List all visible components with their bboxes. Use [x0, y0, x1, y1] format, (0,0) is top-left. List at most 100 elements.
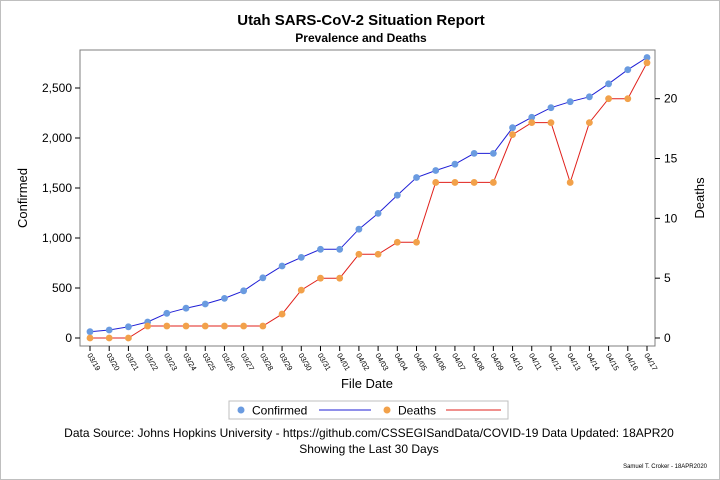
right-axis-ticks: 0 5 10 15 20	[655, 92, 678, 345]
point-confirmed-16	[393, 191, 401, 199]
point-confirmed-4	[163, 309, 171, 317]
x-tick-label-10: 03/29	[277, 352, 294, 373]
point-deaths-6	[201, 322, 209, 330]
x-tick-label-28: 04/16	[623, 352, 640, 373]
point-confirmed-0	[86, 328, 94, 336]
x-tick-label-4: 03/23	[162, 352, 179, 373]
point-confirmed-29	[643, 54, 651, 61]
point-deaths-23	[528, 119, 536, 127]
point-confirmed-17	[413, 174, 420, 181]
x-tick-label-25: 04/13	[565, 352, 582, 373]
point-confirmed-7	[221, 295, 228, 302]
legend-deaths-marker	[383, 406, 391, 414]
series-line-confirmed	[89, 57, 648, 333]
y-left-tick-label-1: 500	[52, 281, 72, 295]
point-confirmed-25	[566, 98, 574, 106]
point-deaths-4	[163, 322, 171, 330]
x-tick-label-14: 04/02	[354, 352, 371, 373]
point-deaths-24	[547, 119, 555, 127]
point-deaths-11	[297, 286, 305, 294]
x-tick-label-13: 04/01	[335, 352, 352, 373]
x-tick-label-22: 04/10	[508, 352, 525, 373]
series-points	[86, 54, 651, 342]
point-confirmed-23	[528, 113, 536, 121]
x-tick-label-19: 04/07	[450, 352, 467, 373]
point-deaths-25	[566, 179, 574, 186]
point-confirmed-14	[355, 225, 363, 233]
y-left-tick-label-3: 1,500	[42, 181, 72, 195]
point-confirmed-1	[105, 326, 113, 334]
point-confirmed-6	[201, 300, 209, 308]
left-axis-ticks: 0 500 1,000 1,500 2,000 2,500	[42, 81, 80, 345]
point-confirmed-5	[182, 304, 190, 312]
point-deaths-7	[221, 322, 228, 330]
y-right-tick-label-4: 20	[664, 92, 678, 106]
y-left-tick-label-0: 0	[65, 331, 72, 345]
point-confirmed-28	[624, 66, 632, 74]
point-deaths-2	[125, 334, 132, 342]
point-deaths-0	[86, 334, 94, 342]
x-tick-label-15: 04/03	[373, 352, 390, 373]
point-deaths-10	[278, 310, 286, 318]
footnote-window: Showing the Last 30 Days	[299, 442, 438, 456]
legend-confirmed-label: Confirmed	[252, 404, 307, 418]
x-tick-label-1: 03/20	[104, 352, 121, 373]
legend-deaths-label: Deaths	[398, 404, 436, 418]
point-confirmed-18	[432, 167, 440, 174]
x-tick-label-5: 03/24	[181, 352, 198, 373]
point-deaths-29	[643, 59, 651, 67]
x-tick-label-9: 03/28	[258, 352, 275, 373]
x-tick-label-18: 04/06	[431, 352, 448, 373]
point-deaths-5	[182, 322, 190, 330]
x-tick-label-23: 04/11	[527, 352, 544, 372]
point-confirmed-20	[470, 150, 478, 157]
point-confirmed-22	[509, 124, 516, 132]
series-lines	[89, 57, 648, 339]
x-tick-label-24: 04/12	[546, 352, 563, 373]
point-confirmed-21	[489, 150, 497, 157]
point-deaths-17	[413, 238, 420, 246]
point-deaths-27	[605, 95, 612, 103]
legend-confirmed-marker	[237, 406, 245, 414]
x-axis-ticks: 03/19 03/20 03/21 03/22 03/23 03/24 03/25 03/26…	[85, 346, 659, 372]
point-confirmed-10	[278, 262, 286, 270]
point-deaths-1	[105, 334, 113, 342]
footnote-source: Data Source: Johns Hopkins University - …	[64, 426, 674, 440]
x-tick-label-26: 04/14	[585, 352, 602, 373]
y-right-tick-label-3: 15	[664, 152, 678, 166]
point-deaths-20	[470, 179, 478, 186]
point-confirmed-2	[125, 323, 132, 331]
x-tick-label-27: 04/15	[604, 352, 621, 373]
x-axis-label: File Date	[341, 376, 393, 391]
x-tick-label-21: 04/09	[489, 352, 506, 373]
chart-title: Utah SARS-CoV-2 Situation Report	[237, 12, 485, 29]
point-confirmed-13	[336, 245, 344, 253]
point-deaths-13	[336, 274, 344, 282]
credit-note: Samuel T. Croker - 18APR2020	[623, 464, 708, 470]
x-tick-label-8: 03/27	[239, 352, 256, 373]
x-tick-label-12: 03/31	[316, 352, 333, 373]
x-tick-label-17: 04/05	[412, 352, 429, 373]
point-confirmed-11	[297, 254, 305, 261]
point-confirmed-26	[585, 93, 593, 101]
point-confirmed-24	[547, 104, 555, 112]
point-deaths-12	[317, 274, 324, 282]
y-axis-left-label: Confirmed	[15, 168, 30, 228]
y-left-tick-label-2: 1,000	[42, 231, 72, 245]
x-tick-label-0: 03/19	[85, 352, 102, 373]
y-right-tick-label-1: 5	[664, 271, 671, 285]
point-deaths-22	[509, 131, 516, 138]
point-deaths-9	[259, 322, 267, 330]
point-confirmed-15	[374, 210, 382, 217]
point-confirmed-9	[259, 274, 267, 282]
chart-subtitle: Prevalence and Deaths	[295, 31, 427, 45]
x-tick-label-11: 03/30	[297, 352, 314, 373]
point-deaths-18	[432, 179, 440, 186]
point-confirmed-8	[240, 287, 248, 295]
point-deaths-14	[355, 250, 363, 258]
y-left-tick-label-5: 2,500	[42, 81, 72, 95]
point-deaths-26	[585, 119, 593, 127]
y-left-tick-label-4: 2,000	[42, 131, 72, 145]
